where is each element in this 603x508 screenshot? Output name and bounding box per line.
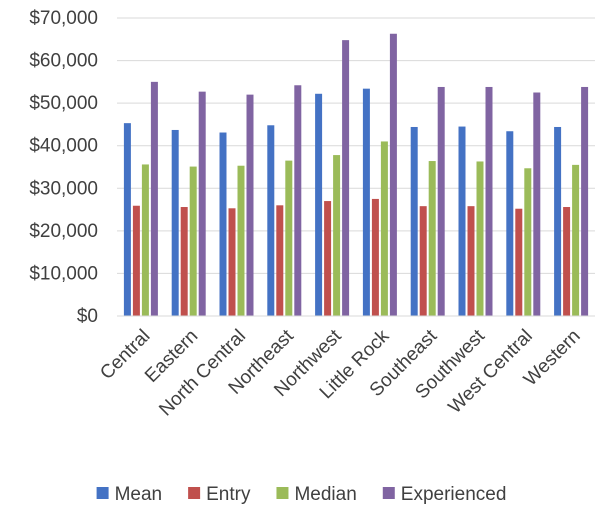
gridlines (117, 17, 595, 274)
bar-mean-western (554, 126, 562, 317)
bar-median-west-central (524, 168, 532, 316)
bar-median-southwest (476, 161, 484, 316)
bar-mean-southwest (458, 126, 466, 316)
bar-experienced-west-central (533, 92, 541, 316)
legend-swatch-median (276, 487, 289, 499)
bar-median-northeast (285, 160, 293, 316)
bar-median-north-central (237, 165, 245, 316)
legend-label: Mean (115, 484, 163, 505)
bar-experienced-southwest (485, 86, 493, 316)
legend-label: Entry (206, 484, 251, 505)
bar-entry-west-central (515, 208, 523, 316)
y-tick-label: $40,000 (29, 136, 98, 157)
bar-entry-north-central (228, 208, 236, 316)
bar-median-little-rock (380, 141, 388, 316)
legend-swatch-entry (188, 487, 201, 499)
bar-experienced-northwest (342, 40, 350, 316)
legend-label: Median (294, 484, 356, 505)
bar-mean-west-central (506, 131, 514, 316)
bar-mean-northeast (267, 125, 275, 316)
y-tick-label: $0 (77, 306, 98, 327)
y-tick-label: $30,000 (29, 178, 98, 199)
y-tick-label: $20,000 (29, 221, 98, 242)
bar-experienced-northeast (294, 85, 302, 317)
y-tick-label: $70,000 (29, 8, 98, 29)
legend: Mean Entry Median Experienced (96, 484, 507, 505)
bar-experienced-north-central (246, 94, 254, 316)
y-tick-label: $60,000 (29, 51, 98, 72)
bar-entry-northeast (276, 205, 284, 316)
bar-experienced-little-rock (389, 33, 397, 316)
bar-entry-southwest (467, 206, 475, 316)
bar-experienced-southeast (437, 86, 445, 316)
legend-label: Experienced (401, 484, 507, 505)
bar-median-eastern (189, 166, 197, 316)
bar-median-northwest (333, 155, 341, 316)
y-axis-tick-labels: $0 $10,000 $20,000 $30,000 $40,000 $50,000 $60… (29, 8, 98, 327)
bar-entry-western (563, 207, 571, 316)
bars (123, 33, 589, 317)
bar-mean-southeast (410, 126, 418, 317)
bar-mean-central (123, 123, 131, 316)
bar-entry-central (132, 205, 140, 316)
bar-mean-north-central (219, 132, 227, 316)
y-tick-label: $10,000 (29, 263, 98, 284)
y-tick-label: $50,000 (29, 93, 98, 114)
legend-swatch-mean (96, 487, 109, 499)
bar-median-western (572, 164, 580, 316)
bar-entry-eastern (180, 207, 188, 316)
bar-experienced-western (581, 86, 589, 316)
bar-mean-eastern (171, 129, 179, 316)
bar-entry-northwest (324, 201, 332, 316)
bar-experienced-central (150, 81, 158, 316)
bar-experienced-eastern (198, 91, 206, 316)
bar-median-central (141, 164, 149, 316)
bar-mean-little-rock (362, 88, 370, 316)
bar-mean-northwest (315, 93, 323, 316)
legend-swatch-experienced (382, 487, 395, 499)
bar-entry-southeast (419, 206, 427, 316)
bar-median-southeast (428, 161, 436, 316)
bar-entry-little-rock (371, 198, 379, 316)
